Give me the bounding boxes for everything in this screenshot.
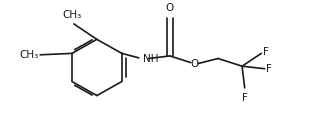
Text: F: F	[263, 47, 269, 57]
Text: NH: NH	[143, 53, 158, 63]
Text: CH₃: CH₃	[19, 50, 39, 60]
Text: O: O	[166, 3, 174, 13]
Text: F: F	[266, 64, 272, 74]
Text: CH₃: CH₃	[62, 10, 82, 20]
Text: O: O	[190, 59, 198, 69]
Text: F: F	[242, 93, 248, 103]
